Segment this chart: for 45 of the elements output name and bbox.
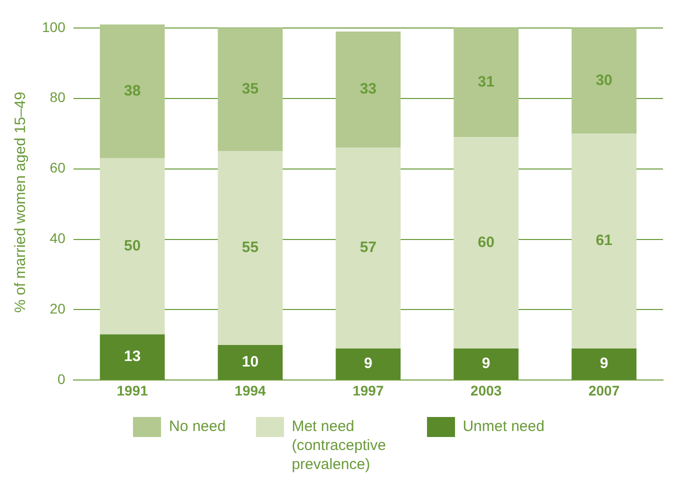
legend-label: No need — [169, 417, 226, 436]
y-tick-label: 100 — [42, 18, 66, 35]
y-tick-label: 80 — [50, 89, 66, 106]
data-label: 57 — [360, 239, 377, 256]
y-axis-title: % of married women aged 15–49 — [12, 92, 30, 313]
data-label: 13 — [124, 348, 141, 366]
bar — [218, 28, 283, 152]
y-tick-label: 0 — [58, 371, 66, 388]
data-label: 50 — [124, 237, 141, 254]
bar — [100, 24, 165, 158]
bar — [336, 348, 401, 380]
data-label: 61 — [596, 232, 612, 250]
bar — [454, 28, 519, 138]
data-label: 35 — [242, 80, 259, 98]
bar — [572, 134, 636, 348]
legend-label: Unmet need — [462, 417, 544, 436]
x-tick-label: 2007 — [588, 382, 620, 398]
data-label: 60 — [478, 234, 494, 251]
bar — [218, 344, 283, 380]
x-tick-label: 1997 — [352, 382, 384, 398]
bar — [100, 158, 165, 334]
data-label: 33 — [360, 80, 377, 98]
x-tick-label: 2003 — [470, 382, 502, 398]
bar — [454, 137, 519, 348]
legend-label: Met need (contraceptive prevalence) — [292, 417, 387, 474]
bar — [336, 31, 401, 148]
data-label: 9 — [600, 355, 608, 372]
x-tick-label: 1994 — [234, 382, 266, 398]
bar — [100, 334, 165, 380]
data-label: 55 — [242, 239, 259, 256]
data-label: 9 — [482, 355, 490, 372]
y-tick-label: 20 — [50, 300, 66, 317]
bar — [454, 348, 519, 380]
y-tick-label: 40 — [50, 230, 66, 246]
data-label: 38 — [124, 82, 141, 100]
y-tick-label: 60 — [50, 160, 66, 176]
bar — [218, 151, 283, 345]
bar — [572, 348, 636, 380]
x-tick-label: 1991 — [116, 382, 148, 398]
bar — [572, 28, 636, 134]
data-label: 31 — [478, 74, 494, 91]
data-label: 10 — [242, 353, 259, 370]
data-label: 30 — [596, 72, 612, 89]
data-label: 9 — [364, 355, 372, 372]
bar — [336, 148, 401, 348]
